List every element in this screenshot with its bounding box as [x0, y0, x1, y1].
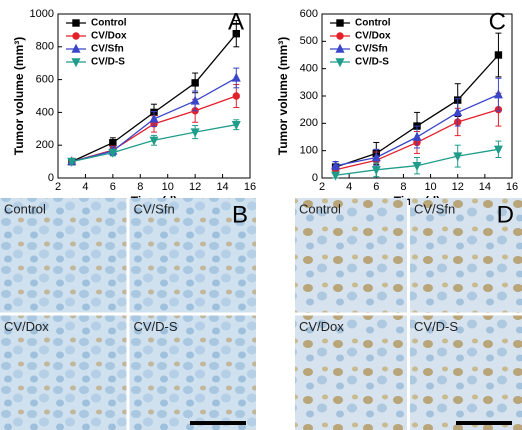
y-tick-label: 200 — [36, 139, 54, 151]
y-axis-title: Tumor volume (mm³) — [276, 37, 290, 155]
legend-label: CV/Sfn — [355, 44, 388, 55]
x-tick-label: 16 — [506, 181, 518, 193]
x-tick-label: 12 — [452, 181, 464, 193]
x-tick-label: 4 — [346, 181, 352, 193]
marker — [232, 29, 240, 38]
marker — [231, 72, 241, 82]
marker — [331, 160, 341, 170]
marker — [412, 131, 422, 141]
micrograph-label: CV/Sfn — [414, 201, 455, 216]
micrograph — [295, 198, 407, 313]
y-tick-label: 600 — [300, 8, 318, 20]
y-tick-label: 400 — [300, 63, 318, 75]
marker — [494, 51, 503, 59]
marker — [67, 157, 77, 167]
x-tick-label: 8 — [400, 181, 406, 193]
legend-label: Control — [355, 18, 391, 29]
x-tick-label: 14 — [479, 181, 491, 193]
micrograph-label: Control — [4, 201, 46, 216]
micrograph-label: CV/D-S — [414, 319, 458, 334]
marker — [453, 107, 463, 117]
micrograph-label: CV/Dox — [299, 319, 344, 334]
y-tick-label: 400 — [36, 106, 54, 118]
legend-marker — [71, 43, 81, 53]
micrograph — [129, 198, 256, 313]
micrograph — [129, 315, 256, 430]
x-tick-label: 2 — [55, 181, 61, 193]
y-tick-label: 0 — [312, 172, 318, 184]
y-tick-label: 100 — [300, 145, 318, 157]
legend-marker — [336, 19, 344, 27]
legend-marker — [335, 43, 345, 53]
plot-frame — [57, 13, 251, 179]
y-tick-label: 1000 — [30, 8, 54, 20]
y-tick-label: 500 — [300, 35, 318, 47]
micrograph — [295, 315, 407, 430]
panel-letter: B — [232, 201, 248, 228]
marker — [331, 171, 341, 181]
marker — [232, 92, 240, 100]
panel-letter: C — [489, 8, 506, 35]
legend-label: CV/Sfn — [91, 44, 124, 55]
legend-label: Control — [91, 18, 127, 29]
marker — [191, 79, 199, 87]
y-axis-title: Tumor volume (mm³) — [12, 37, 26, 155]
x-tick-label: 16 — [244, 181, 256, 193]
legend-label: CV/D-S — [91, 57, 125, 68]
marker — [190, 95, 200, 105]
micrograph-label: Control — [299, 201, 341, 216]
legend-marker — [335, 58, 345, 68]
marker — [412, 162, 422, 172]
marker — [190, 128, 200, 138]
legend-label: CV/D-S — [355, 57, 389, 68]
x-tick-label: 14 — [216, 181, 228, 193]
marker — [371, 166, 381, 176]
micrograph-label: CV/Sfn — [134, 201, 175, 216]
marker — [231, 121, 241, 131]
x-tick-label: 12 — [189, 181, 201, 193]
x-tick-label: 6 — [110, 181, 116, 193]
y-tick-label: 0 — [48, 172, 54, 184]
x-tick-label: 6 — [373, 181, 379, 193]
legend-marker — [72, 32, 80, 40]
x-tick-label: 4 — [82, 181, 88, 193]
marker — [371, 152, 381, 162]
x-tick-label: 2 — [319, 181, 325, 193]
legend-label: CV/Dox — [355, 31, 391, 42]
legend-marker — [72, 19, 80, 27]
micrograph — [410, 315, 522, 430]
x-tick-label: 10 — [162, 181, 174, 193]
legend-label: CV/Dox — [91, 31, 127, 42]
marker — [453, 152, 463, 162]
scale-bar — [190, 421, 246, 425]
y-tick-label: 300 — [300, 90, 318, 102]
marker — [493, 145, 503, 155]
x-tick-label: 8 — [137, 181, 143, 193]
y-tick-label: 200 — [300, 117, 318, 129]
x-tick-label: 10 — [424, 181, 436, 193]
marker — [149, 136, 159, 146]
y-tick-label: 800 — [36, 41, 54, 53]
legend-marker — [336, 32, 344, 40]
panel-letter: D — [497, 201, 514, 228]
y-tick-label: 600 — [36, 74, 54, 86]
marker — [493, 89, 503, 99]
micrograph — [410, 198, 522, 313]
micrograph-label: CV/Dox — [4, 319, 49, 334]
micrograph-label: CV/D-S — [134, 319, 178, 334]
micrograph — [0, 198, 127, 313]
legend-marker — [71, 58, 81, 68]
marker — [108, 148, 118, 158]
scale-bar — [456, 421, 512, 425]
micrograph — [0, 315, 127, 430]
marker — [109, 139, 117, 147]
marker — [149, 113, 159, 123]
